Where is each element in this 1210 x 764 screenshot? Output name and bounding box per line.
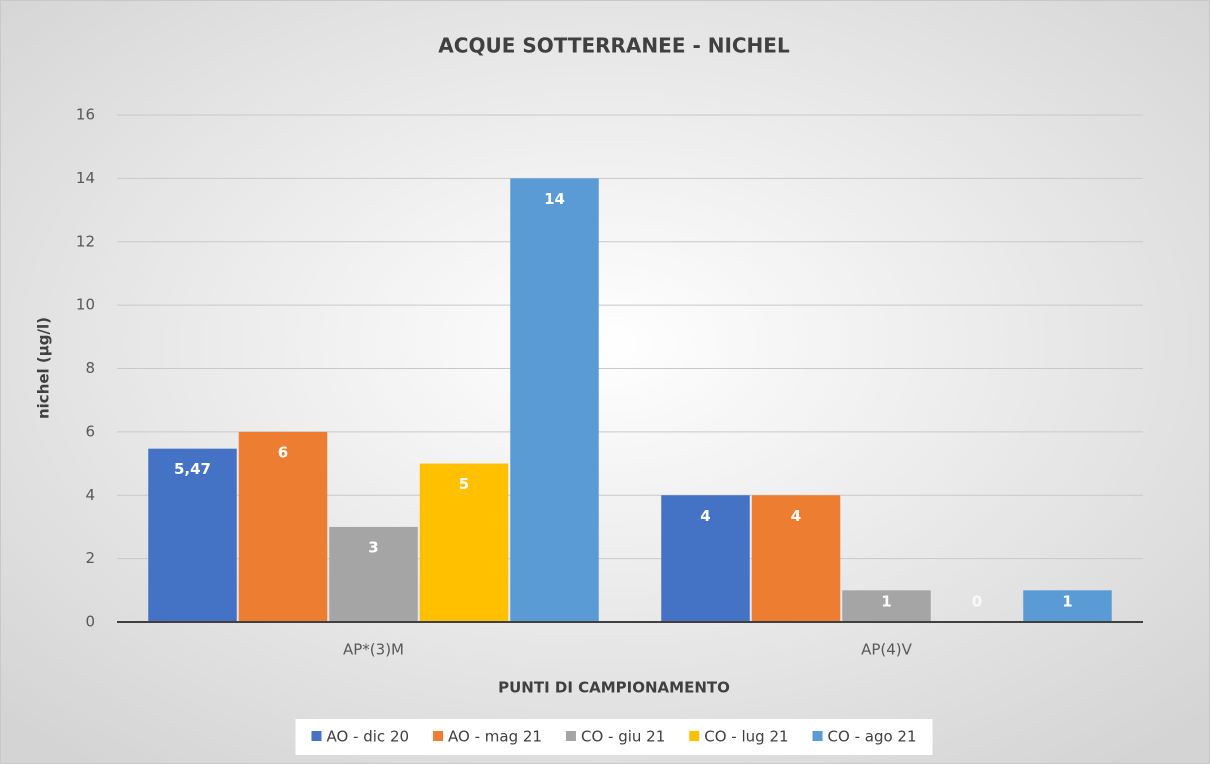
legend-swatch [433, 731, 444, 741]
y-tick-label: 10 [76, 296, 95, 314]
legend-box [295, 719, 933, 755]
legend-label: AO - mag 21 [448, 728, 542, 746]
y-tick-label: 2 [85, 549, 95, 567]
y-tick-label: 4 [85, 486, 95, 504]
y-tick-label: 16 [76, 106, 95, 124]
bar [419, 463, 509, 622]
x-tick-label: AP*(3)M [343, 641, 404, 659]
bar [148, 448, 237, 622]
data-label: 1 [881, 593, 891, 611]
legend-swatch [812, 731, 823, 741]
chart-title: ACQUE SOTTERRANEE - NICHEL [438, 34, 790, 58]
bar [1023, 590, 1112, 622]
bar [238, 431, 328, 622]
legend-swatch [311, 731, 322, 741]
legend-swatch [689, 731, 700, 741]
data-label: 1 [1062, 593, 1072, 611]
data-label: 6 [278, 443, 288, 461]
bar [842, 590, 931, 622]
data-label: 0 [972, 593, 982, 611]
data-label: 14 [544, 190, 565, 208]
data-label: 5 [459, 475, 469, 493]
y-tick-label: 12 [76, 232, 95, 250]
y-tick-label: 8 [85, 359, 95, 377]
x-tick-label: AP(4)V [861, 641, 913, 659]
data-label: 5,47 [174, 460, 211, 478]
data-label: 4 [700, 507, 710, 525]
data-label: 3 [368, 538, 378, 556]
legend-label: CO - lug 21 [704, 728, 788, 746]
bar [751, 495, 841, 622]
legend-label: CO - giu 21 [581, 728, 665, 746]
bar [661, 495, 750, 622]
y-tick-label: 0 [85, 613, 95, 631]
bar [329, 526, 418, 622]
bar [510, 178, 599, 622]
data-label: 4 [791, 507, 801, 525]
legend-label: AO - dic 20 [326, 728, 409, 746]
legend-swatch [565, 731, 576, 741]
legend-label: CO - ago 21 [828, 728, 917, 746]
x-axis-label: PUNTI DI CAMPIONAMENTO [498, 679, 730, 697]
y-axis-label: nichel (µg/l) [35, 317, 53, 419]
y-tick-label: 14 [76, 169, 95, 187]
y-tick-label: 6 [85, 422, 95, 440]
